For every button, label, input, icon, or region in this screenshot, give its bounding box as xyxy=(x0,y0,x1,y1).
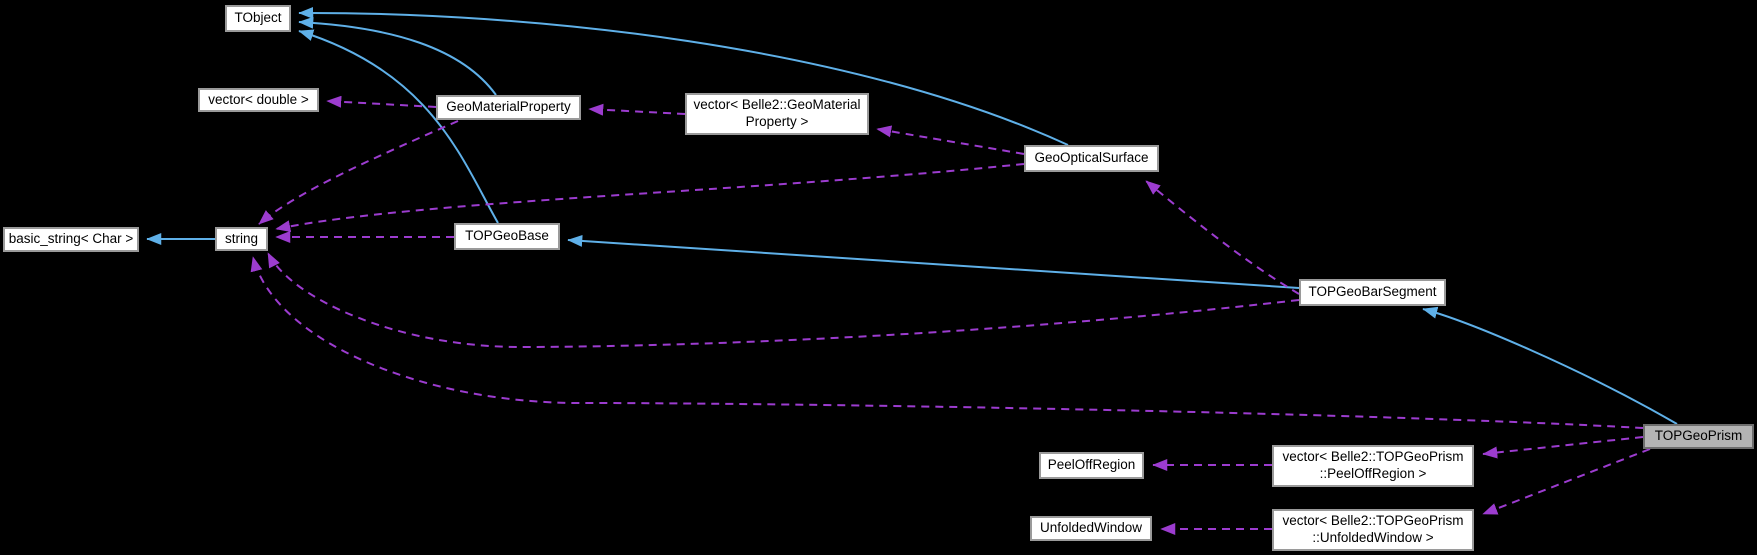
node-topgeobase-label: TOPGeoBase xyxy=(465,228,549,244)
node-geoopticalsurface[interactable]: GeoOpticalSurface xyxy=(1024,145,1159,172)
node-vector-peeloffregion-line2: ::PeelOffRegion > xyxy=(1319,466,1427,481)
edge-geomaterialproperty-uses-string xyxy=(258,120,459,225)
node-geomaterialproperty[interactable]: GeoMaterialProperty xyxy=(436,95,581,120)
node-vector-geomaterialproperty-line2: Property > xyxy=(745,114,809,129)
edge-topgeobarsegment-uses-geoopticalsurface xyxy=(1145,180,1300,295)
edge-topgeobase-inherits-tobject xyxy=(298,29,499,224)
node-topgeobase[interactable]: TOPGeoBase xyxy=(454,223,560,250)
node-unfoldedwindow[interactable]: UnfoldedWindow xyxy=(1030,516,1152,541)
edge-geoopticalsurface-uses-string xyxy=(275,163,1025,233)
node-basic-string[interactable]: basic_string< Char > xyxy=(3,227,139,252)
node-vector-peeloffregion-line1: vector< Belle2::TOPGeoPrism xyxy=(1282,449,1464,465)
edge-topgeoprism-uses-vectorpeeloffregion xyxy=(1482,436,1644,459)
node-vector-double-label: vector< double > xyxy=(208,91,309,107)
node-string[interactable]: string xyxy=(215,227,268,251)
edge-topgeoprism-inherits-topgeobarsegment xyxy=(1422,306,1678,425)
node-topgeobarsegment-label: TOPGeoBarSegment xyxy=(1308,284,1437,300)
node-vector-double[interactable]: vector< double > xyxy=(198,88,319,112)
node-topgeoprism-label: TOPGeoPrism xyxy=(1654,428,1743,444)
node-topgeoprism-current: TOPGeoPrism xyxy=(1643,424,1754,449)
edge-topgeoprism-uses-vectorunfoldedwindow xyxy=(1482,448,1651,515)
node-vector-geomaterialproperty-line1: vector< Belle2::GeoMaterial xyxy=(693,97,861,113)
edge-geomaterialproperty-inherits-tobject xyxy=(298,16,497,96)
node-vector-unfoldedwindow-line2: ::UnfoldedWindow > xyxy=(1312,530,1434,545)
edge-geoopticalsurface-inherits-tobject xyxy=(298,6,1069,146)
edge-geoopticalsurface-uses-vectorgeomaterialproperty xyxy=(876,125,1025,155)
edge-vectorgeomaterialproperty-uses-geomaterialproperty xyxy=(588,103,686,116)
edge-topgeobarsegment-uses-string xyxy=(267,252,1300,349)
node-string-label: string xyxy=(224,230,258,246)
node-geomaterialproperty-label: GeoMaterialProperty xyxy=(446,99,571,115)
node-geoopticalsurface-label: GeoOpticalSurface xyxy=(1034,150,1149,166)
node-tobject[interactable]: TObject xyxy=(225,5,291,32)
node-vector-peeloffregion[interactable]: vector< Belle2::TOPGeoPrism ::PeelOffReg… xyxy=(1272,445,1474,487)
node-vector-unfoldedwindow-line1: vector< Belle2::TOPGeoPrism xyxy=(1282,513,1464,529)
node-peeloffregion-label: PeelOffRegion xyxy=(1047,457,1136,473)
node-peeloffregion[interactable]: PeelOffRegion xyxy=(1039,452,1144,479)
node-basic-string-label: basic_string< Char > xyxy=(8,231,134,247)
edge-topgeobarsegment-inherits-topgeobase xyxy=(567,234,1300,289)
node-vector-geomaterialproperty[interactable]: vector< Belle2::GeoMaterial Property > xyxy=(685,93,869,135)
node-vector-unfoldedwindow[interactable]: vector< Belle2::TOPGeoPrism ::UnfoldedWi… xyxy=(1272,509,1474,551)
edge-topgeoprism-uses-string xyxy=(250,256,1644,429)
node-tobject-label: TObject xyxy=(234,10,282,26)
node-topgeobarsegment[interactable]: TOPGeoBarSegment xyxy=(1299,279,1446,306)
edge-geomaterialproperty-uses-vectordouble xyxy=(326,95,437,108)
node-unfoldedwindow-label: UnfoldedWindow xyxy=(1039,520,1143,536)
